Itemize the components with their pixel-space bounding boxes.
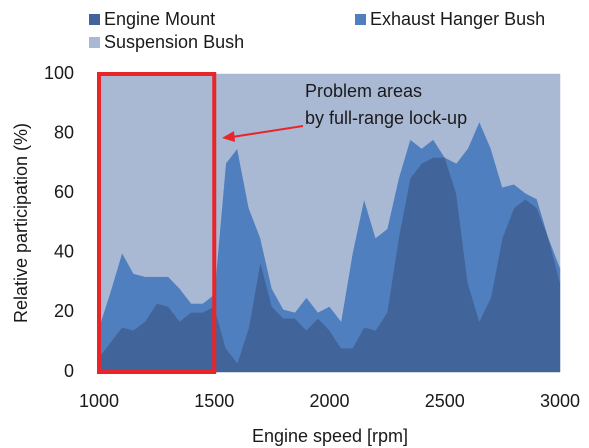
annotation-arrow bbox=[231, 125, 304, 138]
legend-swatch bbox=[89, 37, 100, 48]
x-tick-label: 3000 bbox=[540, 391, 580, 411]
legend-label: Engine Mount bbox=[104, 9, 215, 29]
annotation-arrowhead bbox=[222, 131, 235, 142]
y-tick-label: 100 bbox=[44, 63, 74, 83]
x-tick-label: 2500 bbox=[425, 391, 465, 411]
y-tick-label: 80 bbox=[54, 122, 74, 142]
x-tick-label: 1000 bbox=[79, 391, 119, 411]
legend-label: Suspension Bush bbox=[104, 32, 244, 52]
y-tick-label: 20 bbox=[54, 301, 74, 321]
x-tick-label: 1500 bbox=[194, 391, 234, 411]
x-axis-title: Engine speed [rpm] bbox=[252, 426, 408, 446]
y-tick-label: 40 bbox=[54, 242, 74, 262]
annotation-text: Problem areas bbox=[305, 81, 422, 101]
x-tick-label: 2000 bbox=[309, 391, 349, 411]
legend-label: Exhaust Hanger Bush bbox=[370, 9, 545, 29]
annotation-text: by full-range lock-up bbox=[305, 108, 467, 128]
y-tick-label: 60 bbox=[54, 182, 74, 202]
highlight-box bbox=[97, 72, 217, 374]
legend-swatch bbox=[89, 14, 100, 25]
y-tick-label: 0 bbox=[64, 361, 74, 381]
legend-swatch bbox=[355, 14, 366, 25]
y-axis-title: Relative participation (%) bbox=[11, 123, 31, 323]
